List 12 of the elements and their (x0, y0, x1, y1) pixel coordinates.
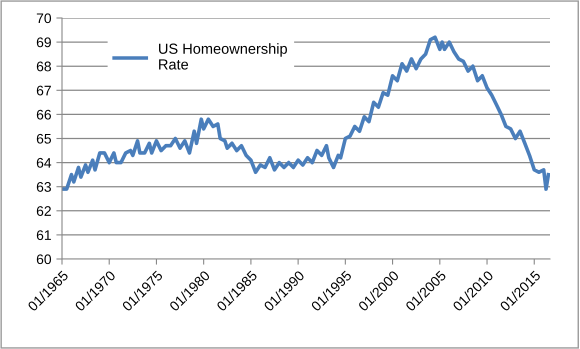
y-tick-label: 68 (36, 62, 51, 72)
y-tick-label: 69 (36, 37, 51, 48)
y-tick-label: 62 (36, 206, 51, 216)
y-tick-label: 64 (36, 158, 52, 168)
y-tick-label: 61 (36, 230, 51, 240)
y-tick-label: 66 (36, 110, 51, 120)
y-tick-label: 70 (36, 13, 52, 24)
y-tick-label: 67 (36, 86, 51, 96)
legend-label: US Homeownership Rate (159, 43, 287, 70)
y-tick-label: 60 (36, 254, 52, 264)
y-tick-label: 65 (36, 134, 52, 144)
y-tick-label: 63 (36, 182, 51, 192)
